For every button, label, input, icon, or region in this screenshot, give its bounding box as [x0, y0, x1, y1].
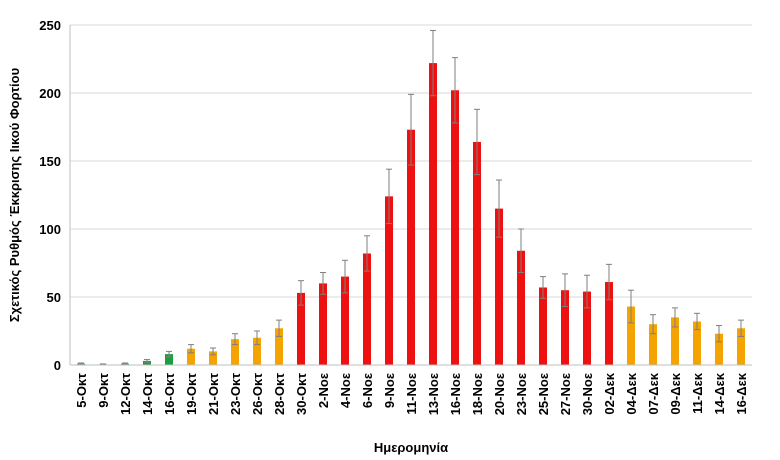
bar — [407, 129, 415, 365]
x-tick-label: 30-Νοε — [580, 373, 595, 415]
x-tick-label: 21-Οκτ — [206, 373, 221, 415]
x-tick-label: 30-Οκτ — [294, 373, 309, 415]
x-tick-label: 04-Δεκ — [624, 372, 639, 414]
bar — [517, 250, 525, 365]
x-tick-label: 9-Οκτ — [96, 373, 111, 408]
x-tick-label: 4-Νοε — [338, 373, 353, 408]
bar — [143, 360, 151, 365]
x-tick-label: 2-Νοε — [316, 373, 331, 408]
x-tick-label: 02-Δεκ — [602, 372, 617, 414]
bar — [319, 283, 327, 365]
bar — [297, 292, 305, 365]
y-tick-label: 200 — [39, 86, 61, 101]
bar — [187, 348, 195, 365]
x-tick-label: 23-Νοε — [514, 373, 529, 415]
bar — [693, 321, 701, 365]
x-tick-label: 11-Νοε — [404, 373, 419, 415]
bar — [583, 291, 591, 365]
bar — [275, 328, 283, 365]
x-tick-label: 20-Νοε — [492, 373, 507, 415]
x-tick-label: 23-Οκτ — [228, 373, 243, 415]
bar — [495, 208, 503, 365]
y-tick-label: 0 — [54, 358, 61, 373]
x-tick-label: 5-Οκτ — [74, 373, 89, 408]
bar — [231, 339, 239, 365]
x-tick-label: 19-Οκτ — [184, 373, 199, 415]
x-tick-label: 07-Δεκ — [646, 372, 661, 414]
bar — [737, 328, 745, 365]
x-tick-label: 6-Νοε — [360, 373, 375, 408]
x-axis-ticks: 5-Οκτ 9-Οκτ 12-Οκτ 14-Οκτ 16-Οκτ 19-Οκτ 21-Οκτ… — [74, 372, 749, 415]
x-tick-label: 16-Νοε — [448, 373, 463, 415]
bar — [627, 306, 635, 365]
bar — [363, 253, 371, 365]
bar — [165, 354, 173, 365]
bar — [539, 287, 547, 365]
bar — [671, 317, 679, 365]
x-tick-label: 14-Οκτ — [140, 373, 155, 415]
bar — [253, 337, 261, 365]
y-axis-ticks: 0 50 100 150 200 250 — [39, 18, 61, 373]
x-tick-label: 28-Οκτ — [272, 373, 287, 415]
bar — [649, 324, 657, 365]
y-tick-label: 50 — [47, 290, 61, 305]
bar — [605, 282, 613, 365]
bar — [209, 351, 217, 365]
x-tick-label: 18-Νοε — [470, 373, 485, 415]
bar — [715, 333, 723, 365]
bar — [451, 90, 459, 365]
y-axis-title: Σχετικός Ρυθμός Έκκρισης Ιικού Φορτίου — [7, 67, 22, 322]
error-bars — [78, 29, 744, 366]
x-tick-label: 12-Οκτ — [118, 373, 133, 415]
y-tick-label: 100 — [39, 222, 61, 237]
bar — [385, 196, 393, 365]
y-tick-label: 150 — [39, 154, 61, 169]
x-tick-label: 13-Νοε — [426, 373, 441, 415]
x-tick-label: 25-Νοε — [536, 373, 551, 415]
bar — [341, 276, 349, 365]
x-tick-label: 11-Δεκ — [690, 372, 705, 414]
x-tick-label: 14-Δεκ — [712, 372, 727, 414]
x-axis-title: Ημερομηνία — [374, 440, 448, 455]
x-tick-label: 16-Δεκ — [734, 372, 749, 414]
y-tick-label: 250 — [39, 18, 61, 33]
x-tick-label: 27-Νοε — [558, 373, 573, 415]
bar — [429, 63, 437, 366]
bar — [561, 290, 569, 365]
x-tick-label: 09-Δεκ — [668, 372, 683, 414]
bar — [473, 141, 481, 365]
x-tick-label: 26-Οκτ — [250, 373, 265, 415]
bars — [77, 63, 745, 366]
x-tick-label: 9-Νοε — [382, 373, 397, 408]
x-tick-label: 16-Οκτ — [162, 373, 177, 415]
